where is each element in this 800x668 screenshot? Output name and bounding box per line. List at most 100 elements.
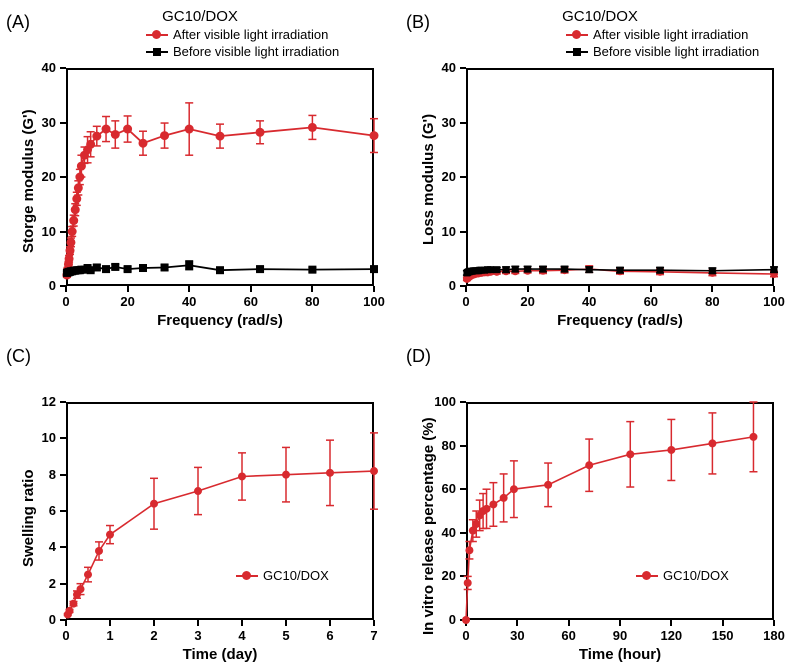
data-point — [111, 130, 120, 139]
panel-label: (D) — [406, 346, 431, 367]
x-tick-label: 6 — [312, 628, 348, 643]
data-point — [462, 616, 470, 624]
data-point — [256, 128, 265, 137]
data-point — [160, 131, 169, 140]
data-point — [749, 433, 757, 441]
data-point — [102, 125, 111, 134]
data-point — [464, 579, 472, 587]
data-point — [483, 505, 491, 513]
legend-item: Before visible light irradiation — [566, 43, 759, 60]
x-tick — [127, 286, 129, 292]
data-point — [586, 266, 593, 273]
legend-label: After visible light irradiation — [173, 27, 328, 42]
data-point — [540, 266, 547, 273]
data-point — [500, 494, 508, 502]
panel-B: (B)GC10/DOX010203040020406080100Loss mod… — [400, 0, 800, 334]
legend-label: Before visible light irradiation — [173, 44, 339, 59]
x-tick-label: 40 — [171, 294, 207, 309]
legend-item: After visible light irradiation — [566, 26, 759, 43]
y-axis-label: Storge modulus (G') — [20, 109, 37, 253]
data-point — [185, 125, 194, 134]
data-point — [524, 266, 531, 273]
x-tick — [109, 620, 111, 626]
x-tick-label: 180 — [756, 628, 792, 643]
data-point — [512, 266, 519, 273]
x-tick — [773, 620, 775, 626]
x-tick-label: 0 — [48, 294, 84, 309]
x-tick-label: 90 — [602, 628, 638, 643]
data-point — [77, 585, 85, 593]
x-tick-label: 0 — [448, 294, 484, 309]
x-tick — [311, 286, 313, 292]
data-point — [66, 238, 75, 247]
y-tick-label: 40 — [426, 60, 456, 75]
x-tick-label: 150 — [705, 628, 741, 643]
data-point — [86, 140, 95, 149]
data-point — [308, 266, 316, 274]
x-tick — [568, 620, 570, 626]
x-tick — [65, 286, 67, 292]
x-tick — [650, 286, 652, 292]
data-point — [238, 472, 246, 480]
data-point — [84, 571, 92, 579]
data-point — [667, 446, 675, 454]
data-point — [657, 267, 664, 274]
x-tick — [373, 286, 375, 292]
series-line — [68, 471, 374, 615]
x-tick-label: 30 — [499, 628, 535, 643]
data-point — [709, 267, 716, 274]
x-tick — [153, 620, 155, 626]
chart-svg — [466, 68, 774, 286]
x-tick-label: 100 — [356, 294, 392, 309]
data-point — [489, 500, 497, 508]
x-tick-label: 80 — [694, 294, 730, 309]
panel-C: (C)02468101201234567Swelling ratioTime (… — [0, 334, 400, 668]
panel-title: GC10/DOX — [0, 8, 400, 25]
legend-label: After visible light irradiation — [593, 27, 748, 42]
data-point — [139, 264, 147, 272]
x-tick — [65, 620, 67, 626]
legend-item: After visible light irradiation — [146, 26, 339, 43]
x-tick-label: 20 — [110, 294, 146, 309]
legend-label: Before visible light irradiation — [593, 44, 759, 59]
series-line — [466, 437, 753, 620]
data-point — [503, 266, 510, 273]
data-point — [71, 205, 80, 214]
y-tick-label: 0 — [426, 278, 456, 293]
x-tick — [285, 620, 287, 626]
x-tick-label: 3 — [180, 628, 216, 643]
x-tick — [619, 620, 621, 626]
data-point — [370, 467, 378, 475]
x-tick-label: 0 — [48, 628, 84, 643]
y-axis-label: In vitro release percentage (%) — [420, 417, 437, 635]
data-point — [256, 265, 264, 273]
data-point — [102, 265, 110, 273]
x-tick-label: 60 — [633, 294, 669, 309]
data-point — [216, 132, 225, 141]
figure: { "panelA": { "label": "(A)", "title": "… — [0, 0, 800, 668]
data-point — [124, 265, 132, 273]
data-point — [66, 607, 74, 615]
legend: After visible light irradiation Before vi… — [566, 26, 759, 60]
x-axis-label: Time (hour) — [466, 646, 774, 663]
x-axis-label: Frequency (rad/s) — [466, 312, 774, 329]
data-point — [150, 500, 158, 508]
panel-A: (A)GC10/DOX010203040020406080100Storge m… — [0, 0, 400, 334]
chart-svg — [66, 68, 374, 286]
data-point — [493, 266, 500, 273]
x-tick-label: 2 — [136, 628, 172, 643]
x-tick — [241, 620, 243, 626]
data-point — [95, 547, 103, 555]
y-axis-label: Swelling ratio — [20, 469, 37, 567]
x-tick — [465, 286, 467, 292]
x-tick — [373, 620, 375, 626]
x-tick — [516, 620, 518, 626]
legend-label: GC10/DOX — [663, 568, 729, 583]
legend-item: GC10/DOX — [236, 567, 329, 584]
x-tick-label: 60 — [551, 628, 587, 643]
y-tick-label: 10 — [26, 430, 56, 445]
legend: After visible light irradiation Before vi… — [146, 26, 339, 60]
data-point — [510, 485, 518, 493]
panel-D: (D)0204060801000306090120150180In vitro … — [400, 334, 800, 668]
panel-title: GC10/DOX — [400, 8, 800, 25]
